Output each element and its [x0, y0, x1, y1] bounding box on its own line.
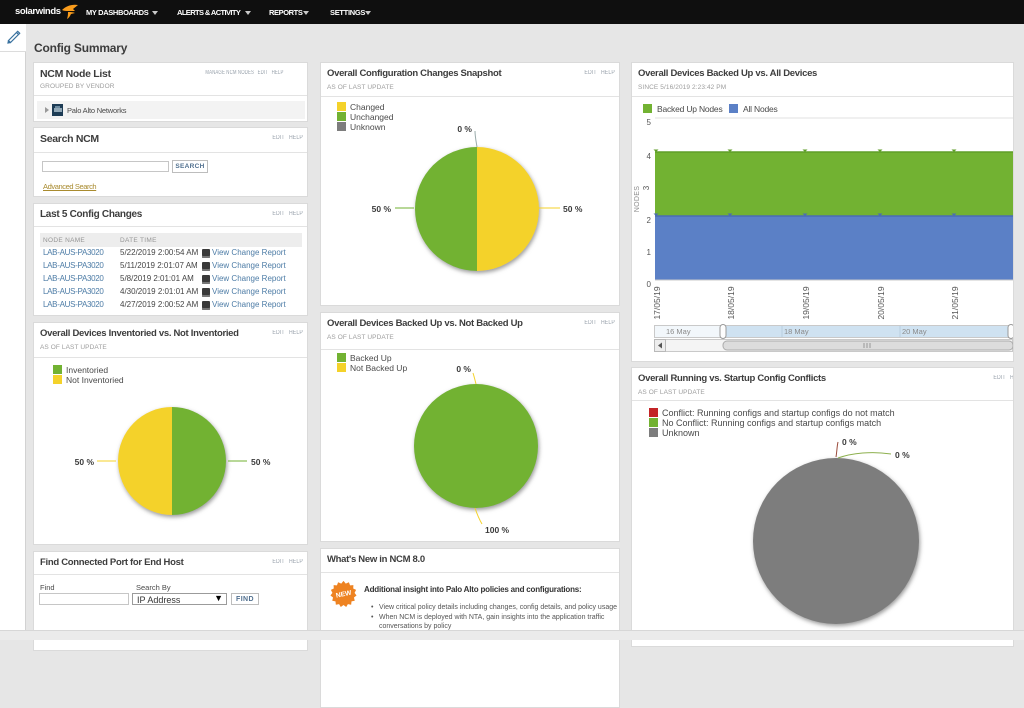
- svg-text:Conflict: Running configs and: Conflict: Running configs and startup co…: [662, 408, 895, 418]
- svg-text:Backed Up Nodes: Backed Up Nodes: [657, 104, 723, 114]
- svg-text:4: 4: [647, 152, 652, 161]
- svg-text:0 %: 0 %: [457, 124, 472, 134]
- svg-text:0 %: 0 %: [842, 437, 857, 447]
- svg-text:20/05/19: 20/05/19: [876, 286, 886, 319]
- svg-text:Unchanged: Unchanged: [350, 112, 394, 122]
- svg-text:5: 5: [647, 118, 652, 127]
- svg-text:21/05/19: 21/05/19: [950, 286, 960, 319]
- svg-text:0 %: 0 %: [895, 450, 910, 460]
- svg-text:0 %: 0 %: [456, 364, 471, 374]
- svg-text:19/05/19: 19/05/19: [801, 286, 811, 319]
- svg-text:17/05/19: 17/05/19: [652, 286, 662, 319]
- svg-text:16 May: 16 May: [666, 327, 691, 336]
- svg-text:Inventoried: Inventoried: [66, 365, 108, 375]
- svg-text:20 May: 20 May: [902, 327, 927, 336]
- svg-text:18 May: 18 May: [784, 327, 809, 336]
- svg-text:Backed Up: Backed Up: [350, 353, 392, 363]
- svg-text:50 %: 50 %: [75, 457, 95, 467]
- svg-text:Not Backed Up: Not Backed Up: [350, 363, 407, 373]
- svg-text:0: 0: [647, 280, 652, 289]
- svg-text:18/05/19: 18/05/19: [726, 286, 736, 319]
- svg-text:All Nodes: All Nodes: [743, 104, 778, 114]
- svg-text:Changed: Changed: [350, 102, 385, 112]
- svg-text:NODES: NODES: [634, 186, 641, 212]
- svg-text:50 %: 50 %: [372, 204, 392, 214]
- svg-text:50 %: 50 %: [251, 457, 271, 467]
- svg-text:1: 1: [647, 248, 652, 257]
- svg-text:50 %: 50 %: [563, 204, 583, 214]
- svg-text:2: 2: [647, 216, 652, 225]
- svg-text:Not Inventoried: Not Inventoried: [66, 375, 124, 385]
- svg-text:100 %: 100 %: [485, 525, 510, 535]
- svg-text:3: 3: [642, 185, 651, 190]
- svg-text:Unknown: Unknown: [662, 428, 700, 438]
- svg-text:Unknown: Unknown: [350, 122, 386, 132]
- svg-text:NEW: NEW: [335, 589, 352, 599]
- svg-text:No Conflict: Running configs a: No Conflict: Running configs and startup…: [662, 418, 881, 428]
